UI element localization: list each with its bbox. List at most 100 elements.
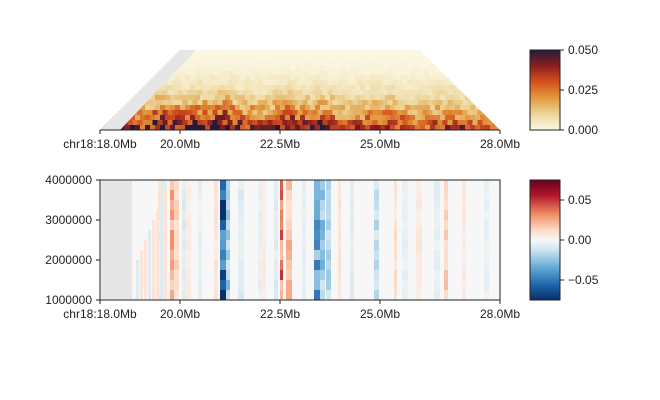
contact-map-cell [385,95,390,100]
contact-map-cell [407,100,413,105]
contact-map-cell [210,95,215,100]
contact-map-cell [187,120,193,125]
contact-map-cell [197,90,203,95]
contact-map-cell [237,50,243,55]
contact-map-cell [312,70,318,75]
track-heatmap-cell [444,280,448,291]
contact-map-x-tick-label: chr18:18.0Mb [63,137,137,151]
contact-map-cell [375,115,380,120]
track-heatmap-cell [394,200,397,211]
contact-map-cell [115,85,120,90]
contact-map-cell [127,60,133,65]
contact-map-cell [107,70,113,75]
contact-map-cell [180,75,185,80]
contact-map-cell [360,65,365,70]
track-heatmap-cell [402,280,408,291]
contact-map-cell [105,85,110,90]
contact-map-cell [435,75,440,80]
contact-map-cell [377,50,383,55]
contact-map-cell [422,50,428,55]
contact-map-cell [482,120,488,125]
contact-map-cell [120,95,125,100]
contact-map-cell [390,85,395,90]
contact-map-cell [407,110,413,115]
contact-map-cell [422,120,428,125]
contact-map-cell [430,65,435,70]
contact-map-cell [490,115,495,120]
contact-map-cell [465,65,470,70]
track-heatmap-cell [484,190,489,201]
contact-map-cell [185,115,190,120]
contact-map-cell [462,90,468,95]
contact-map-cell [322,100,328,105]
contact-map-cell [320,55,325,60]
contact-map-cell [117,100,123,105]
contact-map-cell [235,75,240,80]
contact-map-colorbar-gradient [529,49,561,131]
track-heatmap-x-tick-label: 25.0Mb [360,307,400,321]
track-heatmap-cell [286,240,292,251]
contact-map-cell [232,80,238,85]
track-heatmap-cell [286,260,292,271]
contact-map-cell [332,60,338,65]
contact-map-cell [130,55,135,60]
contact-map-cell [390,105,395,110]
track-heatmap-cell [302,230,306,241]
contact-map-cell [177,110,183,115]
track-heatmap-cell [484,200,489,211]
track-heatmap-cell [416,210,422,221]
track-heatmap-cell [302,240,306,251]
contact-map-cell [175,75,180,80]
contact-map-cell [297,70,303,75]
contact-map-cell [212,50,218,55]
contact-map-cell [380,125,385,130]
contact-map-cell [465,95,470,100]
contact-map-cell [212,70,218,75]
contact-map-cell [112,70,118,75]
contact-map-cell [372,80,378,85]
contact-map-cell [357,120,363,125]
contact-map-cell [350,85,355,90]
contact-map-cell [450,75,455,80]
contact-map-cell [337,110,343,115]
contact-map-cell [217,110,223,115]
contact-map-cell [212,100,218,105]
track-heatmap-cell [302,280,306,291]
contact-map-cell [125,65,130,70]
contact-map-cell [247,120,253,125]
contact-map-cell [310,65,315,70]
contact-map-cell [230,115,235,120]
contact-map-cell [275,125,280,130]
contact-map-cell [392,110,398,115]
contact-map-cell [227,90,233,95]
track-heatmap-cell [394,180,397,191]
contact-map-cell [170,75,175,80]
track-heatmap-cell [402,200,408,211]
contact-map-cell [277,70,283,75]
track-heatmap-cell [280,230,283,241]
contact-map-cell [295,125,300,130]
track-heatmap-cell [274,190,278,201]
contact-map-cell [215,105,220,110]
contact-map-cell [480,95,485,100]
track-heatmap-cell [402,180,408,191]
contact-map-cell [227,100,233,105]
contact-map-cell [347,50,353,55]
contact-map-cell [270,105,275,110]
contact-map-cell [372,120,378,125]
contact-map-cell [170,95,175,100]
contact-map-cell [442,110,448,115]
track-heatmap-cell [462,250,466,261]
contact-map-cell [152,100,158,105]
track-heatmap-cell [182,220,186,231]
contact-map-cell [352,80,358,85]
contact-map-cell [307,110,313,115]
track-heatmap-x-axis: chr18:18.0Mb 20.0Mb 22.5Mb 25.0Mb 28.0Mb [63,300,520,321]
contact-map-cell [135,75,140,80]
track-heatmap-cell [416,230,422,241]
track-heatmap-cell [286,230,292,241]
contact-map-cell [272,120,278,125]
contact-map-cell [125,85,130,90]
track-heatmap-cell [484,290,489,301]
contact-map-cell [250,95,255,100]
